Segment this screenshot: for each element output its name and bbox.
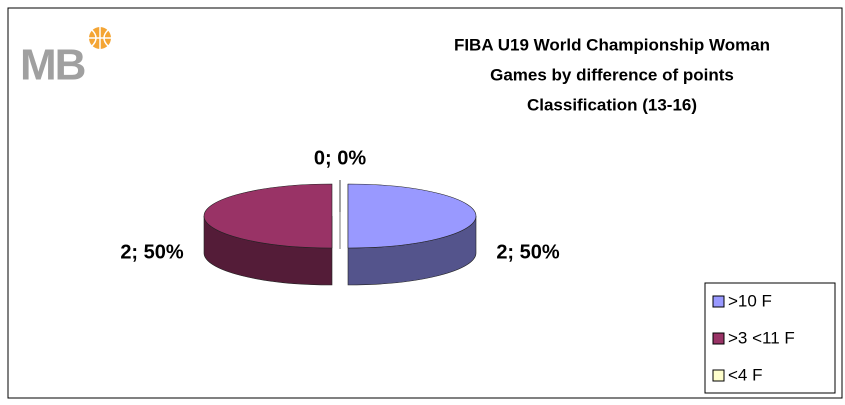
legend-swatch [712,369,725,382]
legend-label: <4 F [728,365,763,384]
legend-swatch [712,295,725,308]
pie-slice [203,183,333,249]
data-label: 2; 50% [496,241,560,263]
legend-label: >10 F [728,291,772,310]
chart-title: Games by difference of points [490,65,734,84]
logo-text: MB [20,41,85,90]
legend-swatch [712,332,725,345]
logo-ball-lines [89,27,111,49]
chart-title: Classification (13-16) [527,95,697,114]
legend-box [704,282,836,394]
data-label: 0; 0% [314,147,366,169]
data-label: 2; 50% [120,241,184,263]
chart-title: FIBA U19 World Championship Woman [454,35,770,54]
logo: MB [20,27,111,90]
pie-slice [347,183,477,249]
legend-label: >3 <11 F [728,328,795,347]
